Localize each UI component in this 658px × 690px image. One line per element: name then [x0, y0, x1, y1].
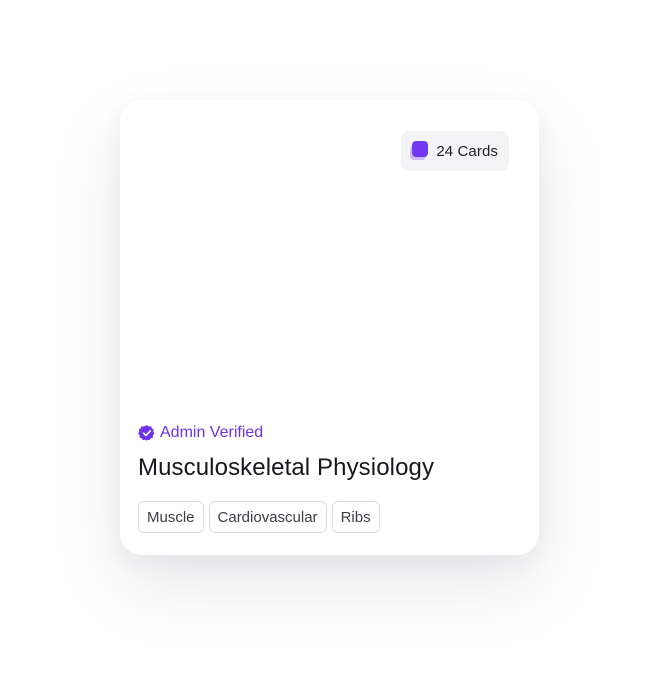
tag-cardiovascular[interactable]: Cardiovascular	[208, 501, 327, 533]
tag-ribs[interactable]: Ribs	[331, 501, 380, 533]
tag-list: Muscle Cardiovascular Ribs	[138, 501, 380, 533]
tag-muscle[interactable]: Muscle	[138, 501, 204, 533]
verified-label: Admin Verified	[160, 424, 264, 441]
verified-badge-icon	[138, 424, 156, 442]
deck-title: Musculoskeletal Physiology	[138, 454, 435, 481]
admin-verified-indicator: Admin Verified	[138, 424, 263, 442]
card-count-label: 24 Cards	[436, 142, 498, 160]
stacked-cards-icon	[410, 140, 429, 162]
deck-card[interactable]: 24 Cards Admin Verified Musculoskeletal …	[120, 100, 539, 555]
card-count-badge: 24 Cards	[401, 131, 509, 171]
